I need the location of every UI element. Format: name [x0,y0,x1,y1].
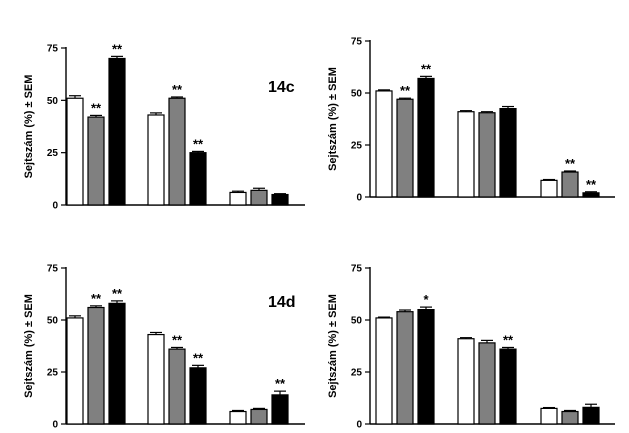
bar [375,317,393,425]
y-tick-label: 0 [52,201,58,212]
significance-marker: ** [91,100,102,115]
bar [499,348,517,425]
y-tick-label: 50 [47,316,59,327]
bar [66,317,84,425]
y-tick-label: 75 [351,37,363,48]
bar [87,306,105,425]
y-tick-label: 25 [47,368,59,379]
bar [499,107,517,198]
bar [396,311,414,425]
significance-marker: ** [91,291,102,306]
bar [582,406,600,425]
bar [250,189,268,206]
y-tick-label: 50 [47,96,59,107]
y-axis-label: Sejtszám (%) ± SEM [23,294,35,398]
y-tick-label: 50 [351,89,363,100]
significance-marker: ** [400,83,411,98]
bar [189,367,207,425]
bar [457,111,475,198]
y-tick-label: 0 [52,420,58,431]
bar [229,410,247,425]
y-tick-label: 0 [356,420,362,431]
bar [271,394,289,425]
y-axis-label: Sejtszám (%) ± SEM [327,67,339,171]
y-tick-label: 75 [47,264,59,275]
bar [396,98,414,198]
bar [478,112,496,198]
bar [168,348,186,425]
bar [147,333,165,425]
panel-label: 14d [268,294,296,311]
bar [108,302,126,425]
y-axis-label: Sejtszám (%) ± SEM [327,294,339,398]
bar [168,97,186,206]
chart-panel-2: 0 25 50 75 Sejtszám (%) ± SEM ** ** ** ** [327,37,615,204]
bar [189,152,207,206]
bar [561,171,579,198]
bar [229,191,247,206]
significance-marker: ** [421,61,432,76]
significance-marker: ** [565,156,576,171]
y-tick-label: 50 [351,316,363,327]
bar [147,114,165,206]
bar [457,338,475,425]
panel-label: 14c [268,79,295,96]
bar [108,57,126,206]
bar [375,90,393,198]
chart-panel-3: 0 25 50 75 Sejtszám (%) ± SEM ** ** ** ** ** 14d [23,264,305,431]
bar [540,407,558,425]
bar [66,97,84,206]
significance-marker: ** [193,350,204,365]
significance-marker: ** [112,41,123,56]
y-tick-label: 25 [351,368,363,379]
significance-marker: ** [112,286,123,301]
y-tick-label: 75 [47,44,59,55]
bar [540,179,558,198]
chart-panel-1: 0 25 50 75 Sejtszám (%) ± SEM ** ** ** ** 14c [23,41,305,212]
significance-marker: ** [172,332,183,347]
bar [561,410,579,425]
y-tick-label: 0 [356,193,362,204]
significance-marker: ** [172,82,183,97]
y-axis-label: Sejtszám (%) ± SEM [23,75,35,179]
significance-marker: ** [503,332,514,347]
significance-marker: ** [275,376,286,391]
y-tick-label: 25 [47,148,59,159]
bar [478,342,496,425]
y-tick-label: 25 [351,141,363,152]
significance-marker: * [423,292,429,307]
bar [87,116,105,206]
y-tick-label: 75 [351,264,363,275]
significance-marker: ** [586,177,597,192]
bar [271,193,289,206]
bar [417,77,435,198]
bar [417,309,435,425]
bar [582,192,600,198]
significance-marker: ** [193,136,204,151]
bar [250,408,268,425]
